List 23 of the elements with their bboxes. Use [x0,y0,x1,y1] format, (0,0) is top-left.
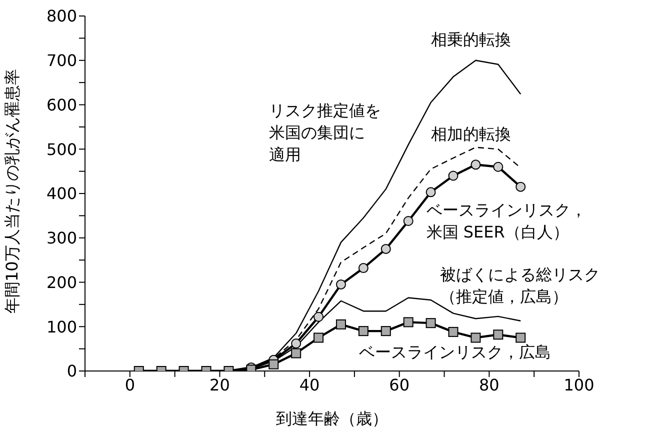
series-label: 相乗的転換 [431,30,512,49]
annotation: リスク推定値を米国の集団に適用 [269,100,382,164]
y-tick-label: 100 [46,317,77,336]
x-axis-title: 到達年齢（歳） [276,409,388,428]
y-tick-label: 0 [66,362,77,381]
y-tick-label: 300 [46,228,77,248]
x-tick-label: 80 [479,375,500,394]
y-tick-label: 500 [46,140,77,159]
series-label: ベースラインリスク，米国 SEER（白人） [426,200,586,242]
y-tick-label: 600 [46,95,77,114]
y-tick-label: 800 [46,6,77,26]
series-label: 被ばくによる総リスク（推定値，広島） [440,265,600,306]
y-tick-label: 400 [46,184,77,204]
y-axis-title: 年間10万人当たりの乳がん罹患率 [2,69,22,314]
x-tick-label: 100 [564,375,594,394]
x-tick-label: 20 [210,375,230,394]
series-label: 相加的転換 [431,124,512,144]
y-tick-label: 700 [46,51,77,70]
y-tick-label: 200 [46,272,77,292]
x-tick-label: 0 [124,375,136,394]
series-label: ベースラインリスク，広島 [358,342,551,362]
x-tick-label: 40 [299,375,320,394]
x-tick-label: 60 [389,375,410,394]
